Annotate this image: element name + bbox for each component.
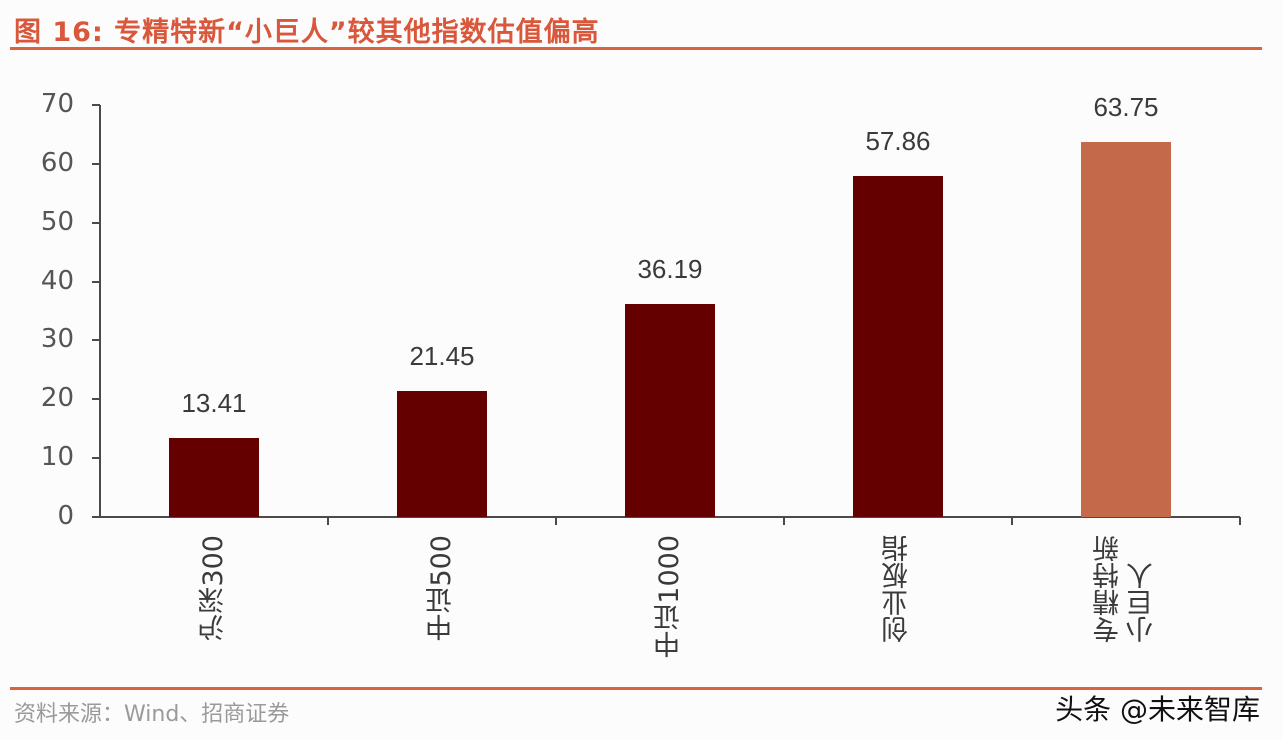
x-tick bbox=[783, 517, 785, 525]
x-axis bbox=[92, 516, 1240, 518]
bar-value-label: 21.45 bbox=[409, 340, 475, 371]
y-tick bbox=[92, 162, 100, 165]
bar bbox=[169, 438, 259, 517]
category-label: 中证1000 bbox=[654, 535, 685, 658]
y-tick bbox=[92, 339, 100, 342]
bar-value-label: 63.75 bbox=[1093, 91, 1159, 122]
title-divider bbox=[10, 47, 1262, 50]
bar-value-label: 36.19 bbox=[637, 253, 703, 284]
y-tick-label: 30 bbox=[40, 324, 74, 355]
y-tick bbox=[92, 280, 100, 283]
source-note: 资料来源：Wind、招商证券 bbox=[14, 702, 290, 727]
y-tick-label: 60 bbox=[40, 147, 74, 178]
watermark: 头条 @未来智库 bbox=[1055, 693, 1260, 726]
x-tick bbox=[1011, 517, 1013, 525]
bar bbox=[397, 390, 487, 517]
y-tick-label: 70 bbox=[40, 89, 74, 119]
category-label: 创业板指 bbox=[882, 535, 913, 643]
category-label: 专精特新 小巨人 bbox=[1093, 535, 1158, 643]
y-axis bbox=[99, 105, 101, 518]
footer-divider bbox=[10, 687, 1262, 690]
category-label: 沪深300 bbox=[198, 535, 229, 641]
y-tick bbox=[92, 398, 100, 401]
bar-value-label: 57.86 bbox=[865, 126, 931, 157]
x-tick bbox=[327, 517, 329, 525]
bar-value-label: 13.41 bbox=[181, 388, 247, 419]
bar bbox=[1081, 141, 1171, 517]
y-tick-label: 20 bbox=[40, 383, 74, 414]
y-tick-label: 40 bbox=[40, 265, 74, 296]
y-tick bbox=[92, 457, 100, 460]
y-tick-label: 0 bbox=[57, 501, 74, 531]
y-tick bbox=[92, 104, 100, 106]
bar bbox=[853, 176, 943, 517]
bar-chart: 0 10 20 30 40 50 60 70 13.41 沪深300 21.45 中证500 36.19… bbox=[40, 89, 1241, 658]
category-label: 中证500 bbox=[426, 535, 457, 641]
x-tick bbox=[1239, 517, 1241, 525]
bar bbox=[625, 303, 715, 517]
y-tick bbox=[92, 516, 100, 518]
y-tick bbox=[92, 221, 100, 224]
chart-title: 图 16: 专精特新“小巨人”较其他指数估值偏高 bbox=[14, 17, 600, 48]
x-tick bbox=[555, 517, 557, 525]
y-tick-label: 10 bbox=[40, 442, 74, 473]
y-tick-label: 50 bbox=[40, 206, 74, 237]
